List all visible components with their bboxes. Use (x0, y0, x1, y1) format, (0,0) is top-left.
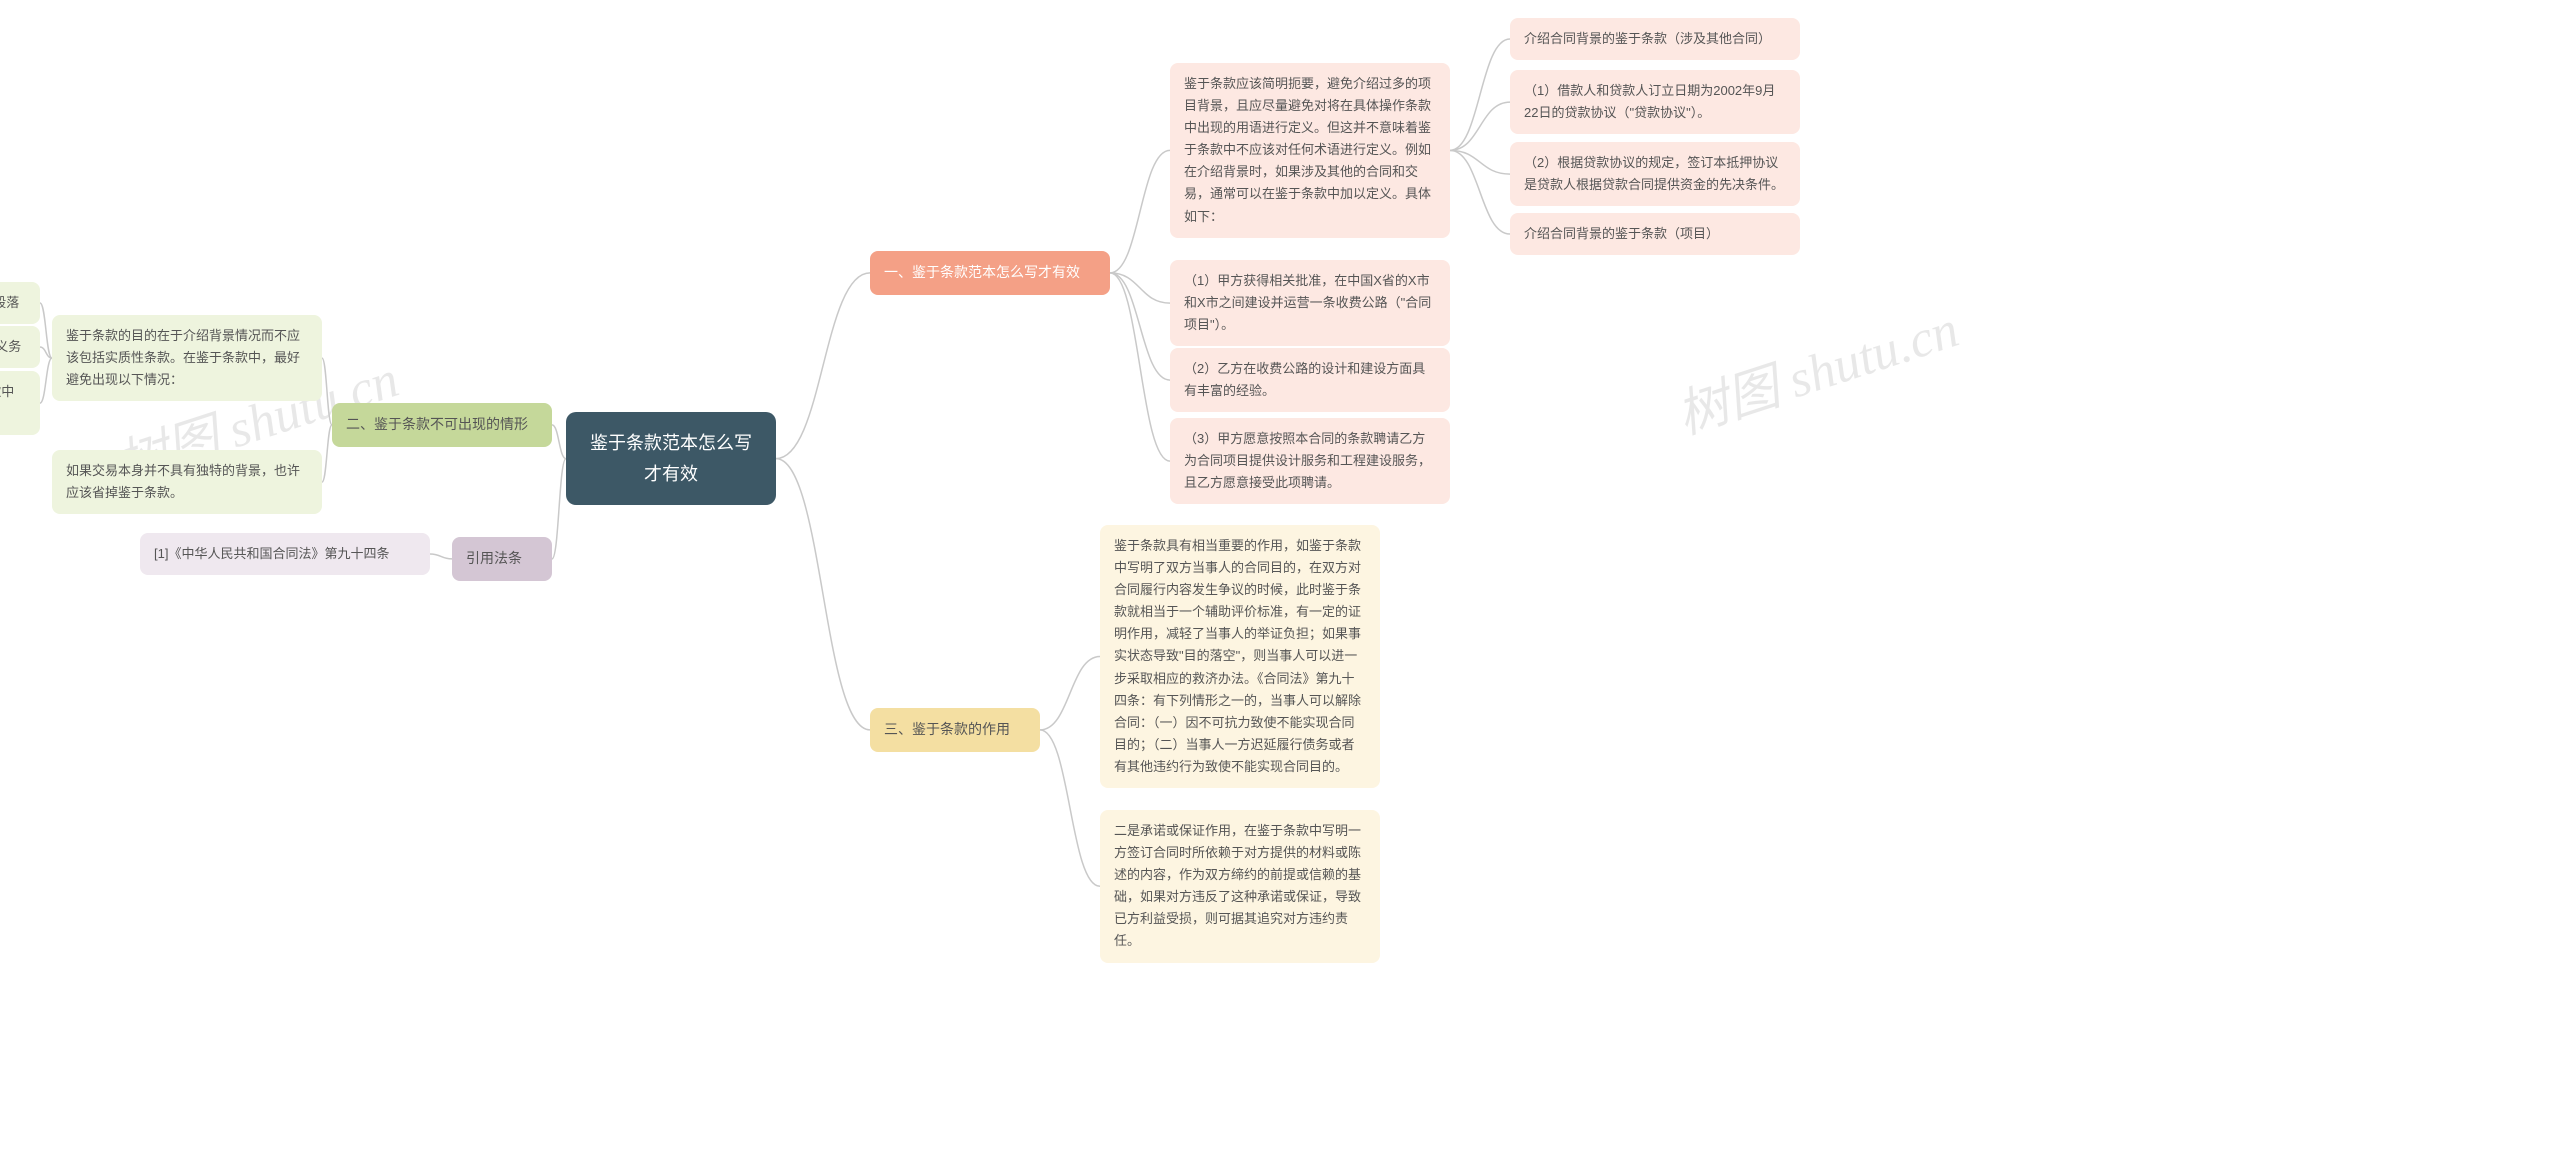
branch-1-title: 一、鉴于条款范本怎么写才有效 (870, 251, 1110, 295)
branch-2-child-2: 如果交易本身并不具有独特的背景，也许应该省掉鉴于条款。 (52, 450, 322, 514)
branch-3-child-2: 二是承诺或保证作用，在鉴于条款中写明一方签订合同时所依赖于对方提供的材料或陈述的… (1100, 810, 1380, 963)
branch-3-title: 三、鉴于条款的作用 (870, 708, 1040, 752)
branch-1-child-1-c: （2）根据贷款协议的规定，签订本抵押协议是贷款人根据贷款合同提供资金的先决条件。 (1510, 142, 1800, 206)
branch-1-child-4: （3）甲方愿意按照本合同的条款聘请乙方为合同项目提供设计服务和工程建设服务，且乙… (1170, 418, 1450, 504)
branch-1-child-1-b: （1）借款人和贷款人订立日期为2002年9月22日的贷款协议（"贷款协议"）。 (1510, 70, 1800, 134)
branch-1-child-3: （2）乙方在收费公路的设计和建设方面具有丰富的经验。 (1170, 348, 1450, 412)
branch-3-child-1: 鉴于条款具有相当重要的作用，如鉴于条款中写明了双方当事人的合同目的，在双方对合同… (1100, 525, 1380, 788)
branch-1-child-2: （1）甲方获得相关批准，在中国X省的X市和X市之间建设并运营一条收费公路（"合同… (1170, 260, 1450, 346)
center-node: 鉴于条款范本怎么写才有效 (566, 412, 776, 505)
branch-2-child-1-c: 3、对将在具体操作条款中出现的术语进行定义 (0, 371, 40, 435)
branch-4-child-1: [1]《中华人民共和国合同法》第九十四条 (140, 533, 430, 575)
branch-2-child-1-a: 1、冗长的段落 (0, 282, 40, 324)
branch-1-child-1-a: 介绍合同背景的鉴于条款（涉及其他合同） (1510, 18, 1800, 60)
watermark-2: 树图 shutu.cn (1666, 287, 1967, 448)
branch-2-child-1: 鉴于条款的目的在于介绍背景情况而不应该包括实质性条款。在鉴于条款中，最好避免出现… (52, 315, 322, 401)
branch-4-title: 引用法条 (452, 537, 552, 581)
branch-2-title: 二、鉴于条款不可出现的情形 (332, 403, 552, 447)
branch-1-child-1: 鉴于条款应该简明扼要，避免介绍过多的项目背景，且应尽量避免对将在具体操作条款中出… (1170, 63, 1450, 238)
branch-2-child-1-b: 2、规定具体权利或义务 (0, 326, 40, 368)
branch-1-child-1-d: 介绍合同背景的鉴于条款（项目） (1510, 213, 1800, 255)
